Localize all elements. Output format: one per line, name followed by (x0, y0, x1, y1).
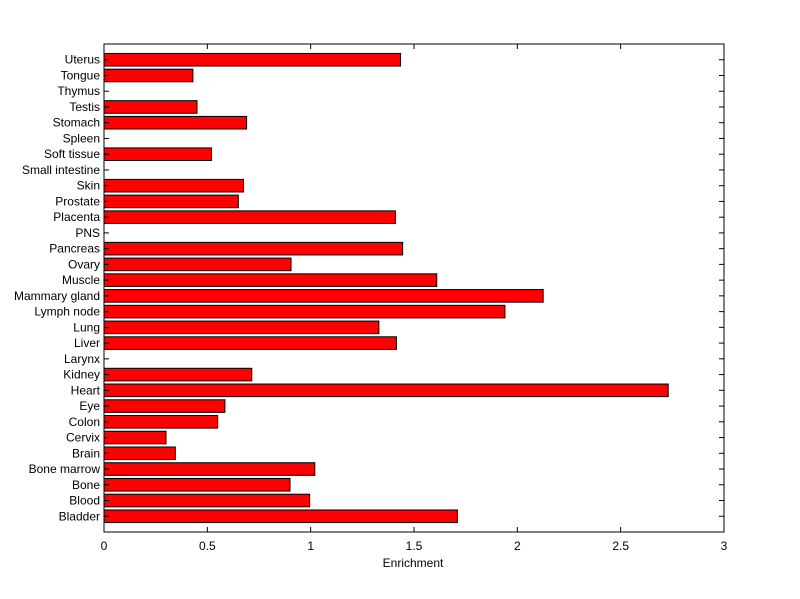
x-axis: 0 0.5 1 1.5 2 2.5 3 (101, 44, 728, 553)
bar-pancreas (103, 241, 404, 256)
bar-ovary (103, 257, 292, 272)
bar-soft-tissue (103, 147, 212, 161)
bar-lung (103, 320, 380, 335)
x-tick-label: 2.5 (612, 539, 629, 553)
bar-colon (103, 415, 219, 429)
y-tick-label: Pancreas (49, 242, 100, 256)
y-tick-label: Lung (73, 320, 100, 334)
y-tick-label: Bladder (59, 509, 100, 523)
y-tick-label: Lymph node (34, 305, 100, 319)
y-tick-label: Testis (69, 100, 100, 114)
y-tick-label: Small intestine (22, 163, 100, 177)
y-tick-label: Bone marrow (29, 462, 101, 476)
x-tick-label: 0 (101, 539, 108, 553)
y-tick-label: Eye (79, 399, 100, 413)
bar-liver (103, 336, 397, 350)
bar-placenta (103, 210, 396, 224)
bar-uterus (103, 52, 402, 67)
y-tick-label: Liver (74, 336, 100, 350)
x-axis-title: Enrichment (383, 556, 444, 570)
y-tick-label: Ovary (68, 257, 100, 271)
y-tick-label: Placenta (53, 210, 100, 224)
y-tick-label: Mammary gland (14, 289, 100, 303)
x-tick-label: 2 (514, 539, 521, 553)
y-tick-label: Muscle (62, 273, 100, 287)
y-tick-label: Bone (72, 478, 100, 492)
y-tick-label: Spleen (63, 131, 100, 145)
bar-tongue (103, 68, 194, 83)
y-tick-label: Larynx (64, 352, 100, 366)
x-tick-label: 0.5 (199, 539, 216, 553)
bar-stomach (103, 115, 248, 130)
y-tick-label: Prostate (55, 194, 100, 208)
y-tick-label: Brain (72, 446, 100, 460)
bar-lymph-node (103, 304, 506, 319)
y-tick-label: Kidney (63, 368, 100, 382)
y-tick-label: PNS (75, 226, 100, 240)
y-tick-label: Cervix (66, 431, 100, 445)
bar-brain (103, 446, 176, 461)
bar-skin (103, 178, 244, 193)
bar-bone-marrow (103, 462, 316, 476)
x-tick-label: 3 (721, 539, 728, 553)
y-tick-label: Blood (69, 494, 100, 508)
y-tick-label: Colon (69, 415, 100, 429)
y-tick-label: Tongue (61, 68, 101, 82)
y-tick-label: Thymus (57, 84, 100, 98)
x-tick-label: 1.5 (406, 539, 423, 553)
y-tick-label: Heart (71, 383, 101, 397)
x-tick-label: 1 (307, 539, 314, 553)
bar-eye (103, 399, 226, 413)
bar-blood (103, 493, 311, 508)
bar-bladder (103, 509, 458, 524)
bar-testis (103, 100, 198, 114)
y-tick-label: Soft tissue (44, 147, 100, 161)
bar-muscle (103, 273, 438, 287)
bar-cervix (103, 430, 167, 445)
y-tick-label: Skin (77, 179, 100, 193)
bar-kidney (103, 367, 253, 382)
y-tick-label: Stomach (53, 116, 100, 130)
bar-prostate (103, 194, 239, 209)
y-tick-label: Uterus (65, 53, 100, 67)
bar-bone (103, 477, 291, 492)
bar-mammary-gland (103, 289, 544, 303)
bar-heart (103, 383, 669, 398)
